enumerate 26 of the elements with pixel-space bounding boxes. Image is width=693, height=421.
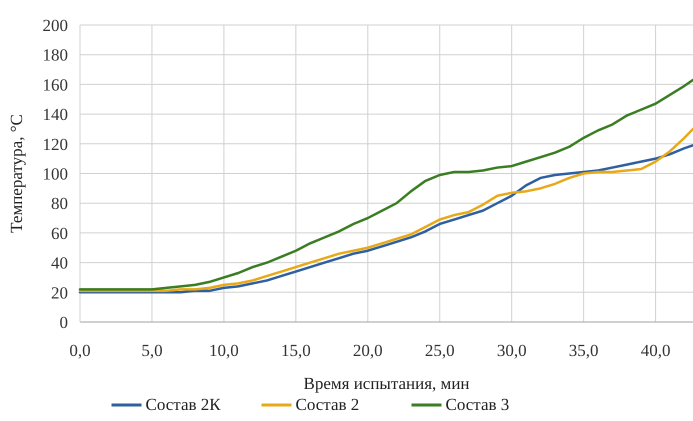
x-tick-label: 30,0 [496, 341, 527, 360]
x-tick-label: 5,0 [141, 341, 163, 360]
x-axis-title: Время испытания, мин [303, 374, 470, 393]
y-tick-label: 160 [42, 75, 68, 94]
legend-label: Состав 2 [296, 395, 360, 414]
y-tick-label: 20 [51, 283, 68, 302]
y-tick-label: 60 [51, 224, 68, 243]
x-tick-label: 35,0 [568, 341, 599, 360]
y-axis-title: Температура, °С [7, 114, 26, 233]
x-tick-label: 40,0 [640, 341, 670, 360]
x-tick-label: 0,0 [69, 341, 91, 360]
y-tick-label: 100 [42, 164, 68, 184]
x-tick-label: 20,0 [352, 341, 383, 360]
x-tick-label: 10,0 [209, 341, 239, 360]
y-tick-label: 180 [42, 46, 68, 65]
y-tick-label: 0 [60, 312, 68, 332]
line-series [78, 78, 693, 291]
y-tick-label: 40 [51, 254, 68, 273]
x-tick-label: 25,0 [424, 341, 455, 360]
legend-label: Состав 2К [146, 395, 222, 414]
y-tick-label: 140 [42, 105, 68, 124]
y-tick-label: 80 [51, 194, 68, 214]
x-tick-label: 15,0 [280, 341, 311, 360]
legend-label: Состав 3 [446, 395, 510, 414]
y-tick-label: 120 [42, 134, 68, 154]
y-tick-label: 200 [42, 16, 68, 35]
